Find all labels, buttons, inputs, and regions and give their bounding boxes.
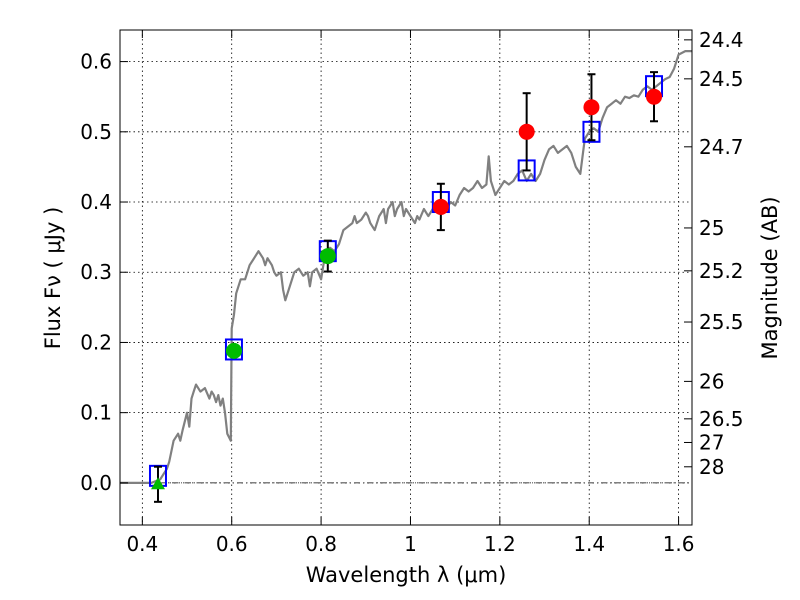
observed-flux-point <box>225 342 242 359</box>
y-tick-label: 0.5 <box>80 120 112 144</box>
y-tick-label: 0.3 <box>80 260 112 284</box>
observed-flux-point <box>518 123 535 140</box>
x-tick-label: 1.4 <box>573 532 605 556</box>
grid-layer <box>120 30 692 525</box>
y2-tick-label: 24.7 <box>699 135 744 159</box>
x-tick-label: 0.6 <box>216 532 248 556</box>
plot-frame <box>119 29 693 526</box>
observed-flux-point <box>432 198 449 215</box>
y-tick-label: 0.1 <box>80 401 112 425</box>
observed-flux-point <box>319 248 336 265</box>
y2-tick-label: 26 <box>699 369 724 393</box>
y2-tick-label: 26.5 <box>699 407 744 431</box>
y2-tick-label: 25.5 <box>699 310 744 334</box>
x-tick-label: 0.4 <box>126 532 158 556</box>
tick-layer <box>120 30 692 525</box>
x-tick-label: 1 <box>404 532 417 556</box>
y2-tick-label: 24.5 <box>699 67 744 91</box>
x-tick-label: 0.8 <box>305 532 337 556</box>
y2-tick-label: 27 <box>699 430 724 454</box>
y-axis-title: Flux Fν ( μJy ) <box>41 207 65 350</box>
y2-tick-label: 25.2 <box>699 259 744 283</box>
y2-tick-label: 28 <box>699 455 724 479</box>
series-layer <box>120 50 692 503</box>
y2-tick-label: 25 <box>699 216 724 240</box>
y-tick-label: 0.4 <box>80 190 112 214</box>
model-photometry-square <box>224 338 243 361</box>
sed-model-line <box>120 50 692 484</box>
tick-label-layer: 0.4 0.6 0.8 1 1.2 1.4 1.6 0.0 0.1 0.2 0.3 0.4 0.5 0.6… <box>80 28 743 556</box>
upper-limit-triangle <box>150 477 165 490</box>
y2-tick-label: 24.4 <box>699 28 744 52</box>
y-tick-label: 0.2 <box>80 330 112 354</box>
y2-axis-title: Magnitude (AB) <box>758 196 782 359</box>
x-tick-label: 1.6 <box>663 532 695 556</box>
x-tick-label: 1.2 <box>484 532 516 556</box>
observed-flux-point <box>583 99 600 116</box>
x-axis-title: Wavelength λ (μm) <box>306 563 507 587</box>
observed-flux-point <box>646 88 663 105</box>
y-tick-label: 0.0 <box>80 471 112 495</box>
y-tick-label: 0.6 <box>80 50 112 74</box>
